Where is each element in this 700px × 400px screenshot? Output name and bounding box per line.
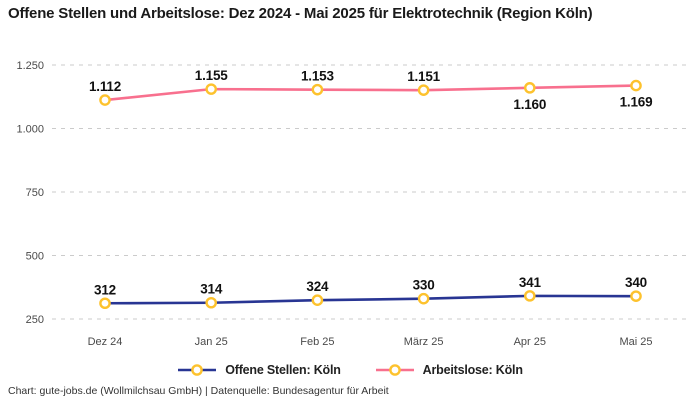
data-point-label: 1.160 xyxy=(513,97,546,112)
series-line xyxy=(103,294,638,305)
data-point-label: 312 xyxy=(94,282,116,297)
data-point-label: 341 xyxy=(519,275,542,290)
legend-label-offene-stellen: Offene Stellen: Köln xyxy=(225,363,341,377)
data-point-marker xyxy=(311,294,324,307)
x-tick-label: März 25 xyxy=(404,336,444,348)
attribution: Chart: gute-jobs.de (Wollmilchsau GmbH) … xyxy=(8,385,389,397)
data-point-marker xyxy=(99,297,111,310)
y-tick-label: 1.000 xyxy=(16,124,44,136)
data-point-label: 1.112 xyxy=(89,79,121,94)
data-point-label: 1.155 xyxy=(195,68,228,83)
y-tick-label: 750 xyxy=(26,187,44,199)
data-point-marker xyxy=(524,290,536,302)
y-tick-label: 250 xyxy=(26,314,44,326)
series-line xyxy=(103,84,638,102)
legend-line-marker-icon xyxy=(375,364,414,376)
data-point-label: 314 xyxy=(200,282,223,297)
data-point-marker xyxy=(99,94,111,106)
data-point-label: 1.151 xyxy=(407,69,440,84)
data-point-label: 1.153 xyxy=(301,69,334,84)
legend-line-marker-icon xyxy=(178,364,217,376)
x-tick-label: Mai 25 xyxy=(619,336,652,348)
data-point-marker xyxy=(205,83,217,95)
data-point-marker xyxy=(205,296,217,309)
legend-item-arbeitslose: Arbeitslose: Köln xyxy=(375,363,523,377)
data-point-marker xyxy=(630,79,642,92)
data-point-label: 330 xyxy=(413,278,435,293)
legend-item-offene-stellen: Offene Stellen: Köln xyxy=(177,363,341,377)
data-point-label: 340 xyxy=(625,275,647,290)
x-tick-label: Feb 25 xyxy=(300,336,334,348)
data-point-marker xyxy=(311,83,324,96)
data-point-marker xyxy=(630,290,642,302)
chart-title: Offene Stellen und Arbeitslose: Dez 2024… xyxy=(8,5,593,22)
data-point-marker xyxy=(524,82,536,94)
y-tick-label: 1.250 xyxy=(16,60,44,72)
data-point-marker xyxy=(417,84,430,96)
x-tick-label: Jan 25 xyxy=(195,336,228,348)
x-tick-label: Dez 24 xyxy=(88,336,123,348)
data-point-marker xyxy=(417,292,430,305)
y-tick-label: 500 xyxy=(26,251,44,263)
x-tick-label: Apr 25 xyxy=(514,336,546,348)
legend-label-arbeitslose: Arbeitslose: Köln xyxy=(422,363,523,377)
legend: Offene Stellen: Köln Arbeitslose: Köln xyxy=(0,361,700,379)
data-point-label: 324 xyxy=(306,279,329,294)
data-point-label: 1.169 xyxy=(620,95,653,110)
